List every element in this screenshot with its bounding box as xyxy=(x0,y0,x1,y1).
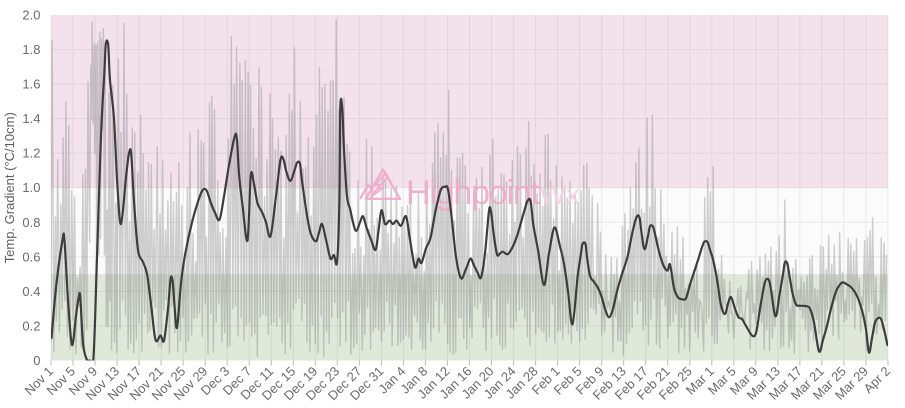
svg-text:Highpoint: Highpoint xyxy=(406,174,541,212)
svg-text:2.0: 2.0 xyxy=(22,8,40,23)
svg-text:1.2: 1.2 xyxy=(22,146,40,161)
svg-text:1.6: 1.6 xyxy=(22,77,40,92)
svg-text:0.8: 0.8 xyxy=(22,215,40,230)
svg-text:0.6: 0.6 xyxy=(22,249,40,264)
svg-text:0.2: 0.2 xyxy=(22,318,40,333)
svg-text:1.8: 1.8 xyxy=(22,42,40,57)
svg-text:1.4: 1.4 xyxy=(22,111,40,126)
svg-text:0.4: 0.4 xyxy=(22,284,40,299)
svg-text:Wx: Wx xyxy=(540,179,580,210)
svg-text:1.0: 1.0 xyxy=(22,180,40,195)
svg-text:0: 0 xyxy=(33,353,40,368)
svg-text:Temp. Gradient (°C/10cm): Temp. Gradient (°C/10cm) xyxy=(2,112,17,263)
